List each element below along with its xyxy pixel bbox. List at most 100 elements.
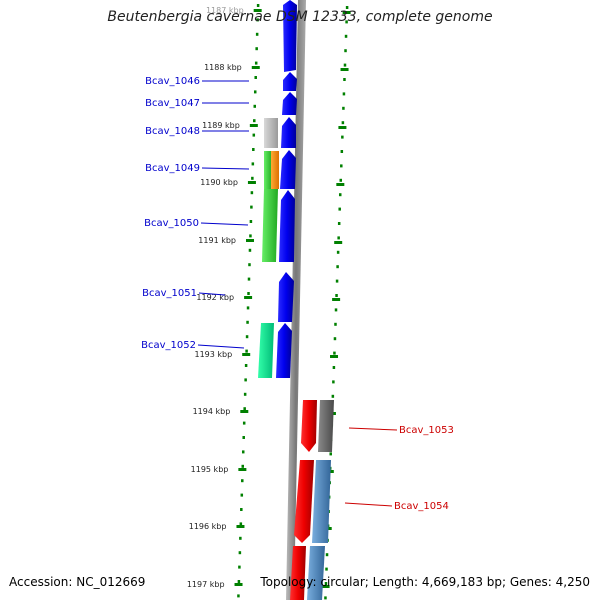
ruler-dot: [256, 4, 260, 7]
ruler-major-tick: [336, 183, 345, 186]
gene-arrow-reverse[interactable]: [294, 460, 314, 543]
ruler-dot: [247, 292, 250, 295]
ruler-dot: [256, 18, 259, 22]
ruler-dot: [240, 493, 244, 497]
leader-line: [197, 344, 245, 349]
ruler-major-tick: [244, 296, 253, 299]
feature-orange[interactable]: [271, 151, 279, 189]
gene-label[interactable]: Bcav_1049: [145, 163, 200, 174]
ruler-dot: [242, 436, 245, 439]
tick-label: 1194 kbp: [193, 407, 231, 416]
gene-label[interactable]: Bcav_1053: [399, 425, 454, 436]
ruler-dot: [253, 104, 257, 108]
feature-green[interactable]: [262, 189, 278, 262]
ruler-dot: [250, 205, 253, 209]
ruler-dot: [331, 394, 335, 398]
ruler-dot: [242, 421, 246, 425]
ruler-dot: [329, 452, 332, 456]
ruler-major-tick: [249, 124, 258, 127]
ruler-dot: [336, 265, 339, 269]
ruler-dot: [239, 522, 243, 526]
tick-label: 1193 kbp: [194, 350, 232, 359]
tick-label: 1187 kbp: [206, 6, 244, 15]
ruler-major-tick: [236, 525, 245, 528]
gene-arrow-forward[interactable]: [281, 117, 296, 148]
ruler-dot: [254, 61, 258, 65]
ruler-dot: [344, 49, 347, 53]
ruler-dot: [246, 306, 250, 310]
ruler-left: [234, 4, 262, 598]
ruler-dot: [252, 148, 255, 151]
ruler-major-tick: [338, 126, 347, 129]
feature-teal[interactable]: [258, 323, 274, 378]
tick-label: 1190 kbp: [200, 178, 238, 187]
ruler-dot: [324, 582, 328, 585]
tick-label: 1197 kbp: [187, 580, 225, 589]
ruler-major-tick: [253, 9, 262, 12]
ruler-major-tick: [247, 181, 256, 184]
feature-green[interactable]: [264, 151, 272, 189]
leader-line: [198, 292, 226, 296]
gene-label[interactable]: Bcav_1052: [141, 340, 196, 351]
tick-label: 1189 kbp: [202, 121, 240, 130]
ruler-dot: [255, 47, 258, 51]
ruler-dot: [345, 20, 348, 24]
ruler-dot: [341, 121, 345, 125]
ruler-major-tick: [242, 353, 251, 356]
ruler-dot: [252, 133, 256, 137]
gene-arrow-reverse[interactable]: [301, 400, 317, 452]
gene-label[interactable]: Bcav_1047: [145, 98, 200, 109]
gene-arrow-reverse[interactable]: [290, 546, 306, 600]
gene-arrow-forward[interactable]: [278, 272, 294, 322]
gene-arrow-forward[interactable]: [282, 92, 297, 115]
ruler-dot: [332, 380, 335, 384]
gene-arrow-forward[interactable]: [276, 323, 292, 378]
ruler-tick-labels: 1187 kbp 1188 kbp 1189 kbp 1190 kbp 1191 kbp…: [187, 6, 244, 589]
ruler-dot: [343, 63, 347, 67]
ruler-dot: [237, 580, 241, 583]
ruler-dot: [340, 164, 343, 168]
ruler-dot: [342, 92, 346, 96]
ruler-dot: [249, 220, 253, 223]
tick-label: 1192 kbp: [196, 293, 234, 302]
ruler-dot: [243, 407, 246, 411]
ruler-dot: [248, 248, 252, 252]
ruler-dot: [334, 308, 338, 312]
ruler-dot: [344, 34, 348, 38]
tick-label: 1188 kbp: [204, 63, 242, 72]
gene-labels[interactable]: Bcav_1046 Bcav_1047 Bcav_1048 Bcav_1049 Bcav…: [141, 76, 454, 512]
ruler-dot: [248, 263, 251, 267]
feature-grey[interactable]: [264, 118, 278, 148]
gene-arrow-forward[interactable]: [279, 190, 295, 262]
ruler-dot: [241, 464, 245, 468]
ruler-dot: [337, 222, 341, 225]
gene-arrow-forward[interactable]: [283, 72, 297, 91]
feature-steel-blue[interactable]: [307, 546, 325, 600]
feature-dark-grey[interactable]: [318, 400, 334, 452]
ruler-dot: [238, 551, 242, 555]
ruler-major-tick: [340, 68, 349, 71]
ruler-dot: [245, 335, 249, 339]
feature-steel-blue[interactable]: [312, 460, 331, 543]
gene-arrow-forward[interactable]: [280, 150, 296, 189]
ruler-major-tick: [246, 239, 254, 242]
gene-label[interactable]: Bcav_1048: [145, 126, 200, 137]
ruler-major-tick: [238, 468, 247, 471]
ruler-dot: [254, 76, 257, 79]
ruler-dot: [253, 90, 257, 94]
ruler-dot: [338, 193, 342, 197]
gene-label[interactable]: Bcav_1051: [142, 288, 197, 299]
leader-line: [348, 427, 398, 431]
gene-arrow-forward[interactable]: [283, 0, 297, 72]
ruler-dot: [241, 450, 245, 454]
genome-backbone: [286, 0, 306, 600]
accession-label: Accession: NC_012669: [9, 575, 146, 589]
gene-label[interactable]: Bcav_1050: [144, 218, 199, 229]
ruler-dot: [246, 320, 249, 324]
ruler-dot: [343, 78, 346, 81]
ruler-dot: [341, 135, 344, 139]
ruler-dot: [332, 366, 336, 369]
gene-label[interactable]: Bcav_1054: [394, 501, 449, 512]
gene-label[interactable]: Bcav_1046: [145, 76, 200, 87]
leader-line: [201, 167, 250, 170]
